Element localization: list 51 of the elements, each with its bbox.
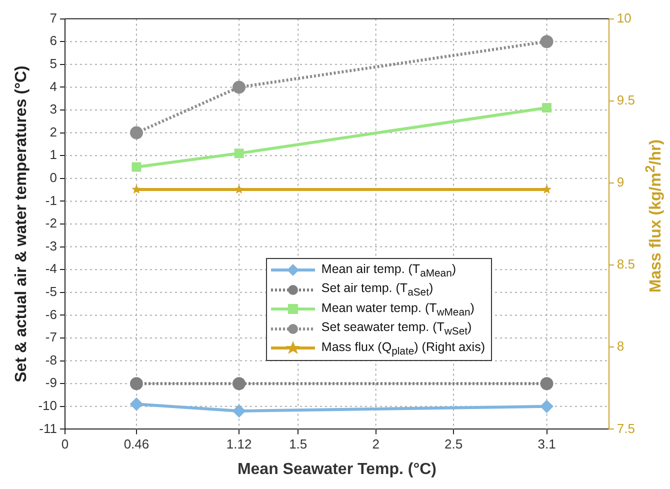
x-tick-label: 0.46	[124, 436, 150, 452]
point	[540, 400, 554, 413]
legend-label: Mass flux (Q$_{plate}$) (Right axis)	[321, 340, 485, 357]
y-tick-label: 1	[50, 147, 57, 162]
x-tick-label: 2	[372, 436, 380, 452]
y-tick-label: -2	[45, 216, 57, 231]
point	[542, 102, 552, 112]
y-tick-label: -3	[45, 238, 57, 254]
point	[232, 377, 246, 390]
x-axis-title: Mean Seawater Temp. (°C)	[237, 460, 436, 478]
legend-label: Mean water temp. (T$_{wMean}$)	[321, 300, 474, 318]
point	[234, 148, 244, 158]
legend-label: Mean air temp. (T$_{aMean}$)	[321, 262, 456, 279]
x-tick-label: 3.1	[538, 436, 556, 452]
y-tick-label: -6	[45, 306, 57, 322]
x-tick-label: 0	[61, 436, 69, 452]
y-tick-label: 5	[50, 56, 57, 71]
y-tick-label: -9	[45, 375, 57, 390]
y2-tick-label: 8	[616, 338, 624, 354]
point	[232, 404, 246, 418]
y-tick-label: -5	[45, 284, 57, 299]
point	[540, 377, 554, 390]
y-tick-label: 0	[50, 170, 57, 185]
y-tick-label: 7	[50, 10, 57, 26]
y-tick-label: 2	[50, 124, 57, 140]
y2-tick-label: 10	[616, 10, 632, 26]
point	[232, 80, 246, 94]
y2-tick-label: 9	[616, 174, 624, 190]
legend-label: Set seawater temp. (T$_{wSet}$)	[321, 320, 472, 338]
x-tick-label: 1.5	[289, 436, 308, 452]
y-tick-label: -1	[45, 192, 57, 208]
y2-tick-label: 7.5	[616, 420, 636, 436]
y-axis-title: Set & actual air & water temperatures (°C)	[13, 66, 30, 382]
y-tick-label: 3	[50, 102, 57, 117]
y-tick-label: 6	[50, 33, 57, 48]
point	[130, 377, 143, 390]
y-tick-label: -10	[38, 398, 57, 413]
point	[540, 35, 554, 48]
point	[132, 162, 142, 172]
point	[130, 126, 143, 140]
y-tick-label: -7	[45, 330, 57, 345]
y-tick-label: -11	[39, 420, 57, 436]
y2-tick-label: 9.5	[616, 92, 636, 108]
y-tick-label: 4	[50, 78, 57, 94]
x-tick-label: 2.5	[444, 436, 463, 452]
y-tick-label: -4	[45, 261, 57, 276]
point	[130, 398, 143, 411]
y-tick-label: -8	[45, 352, 57, 368]
legend-label: Set air temp. (T$_{aSet}$)	[321, 281, 434, 298]
x-tick-label: 1.12	[226, 436, 252, 452]
y2-tick-label: 8.5	[616, 256, 636, 272]
